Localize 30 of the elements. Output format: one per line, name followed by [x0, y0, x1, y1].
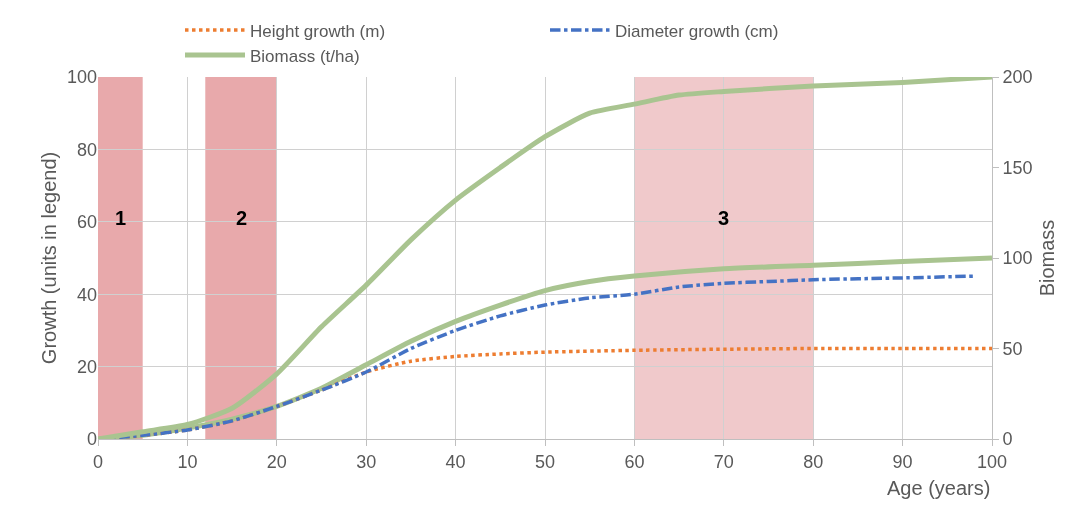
- y2-tick-label: 50: [1002, 338, 1023, 359]
- band-label: 3: [718, 207, 730, 229]
- x-tick-label: 80: [803, 451, 824, 472]
- y2-axis-title: Biomass: [1036, 219, 1059, 297]
- legend-label: Diameter growth (cm): [615, 21, 779, 41]
- band-label: 2: [236, 207, 248, 229]
- x-tick-label: 60: [624, 451, 645, 472]
- x-tick-label: 30: [356, 451, 377, 472]
- y2-tick-label: 200: [1002, 67, 1033, 88]
- x-axis-title: Age (years): [887, 477, 991, 499]
- x-tick-label: 70: [713, 451, 734, 472]
- y-axis-title: Growth (units in legend): [38, 151, 61, 365]
- legend-label: Height growth (m): [250, 21, 386, 41]
- y2-tick-label: 100: [1002, 248, 1033, 269]
- y-tick-label: 100: [66, 67, 97, 88]
- y2-tick-label: 150: [1002, 157, 1033, 178]
- y-tick-label: 40: [76, 284, 97, 305]
- legend-label: Biomass (t/ha): [250, 46, 360, 66]
- band-label: 1: [115, 207, 127, 229]
- y-tick-label: 60: [76, 212, 97, 233]
- y-tick-label: 80: [76, 139, 97, 160]
- y-tick-label: 20: [76, 356, 97, 377]
- x-tick-label: 10: [177, 451, 198, 472]
- y2-tick-label: 0: [1002, 429, 1013, 450]
- x-tick-label: 100: [976, 451, 1008, 472]
- x-tick-label: 50: [534, 451, 556, 472]
- x-tick-label: 40: [445, 451, 466, 472]
- y-tick-label: 0: [86, 429, 97, 450]
- x-tick-label: 90: [892, 451, 913, 472]
- x-tick-label: 20: [266, 451, 287, 472]
